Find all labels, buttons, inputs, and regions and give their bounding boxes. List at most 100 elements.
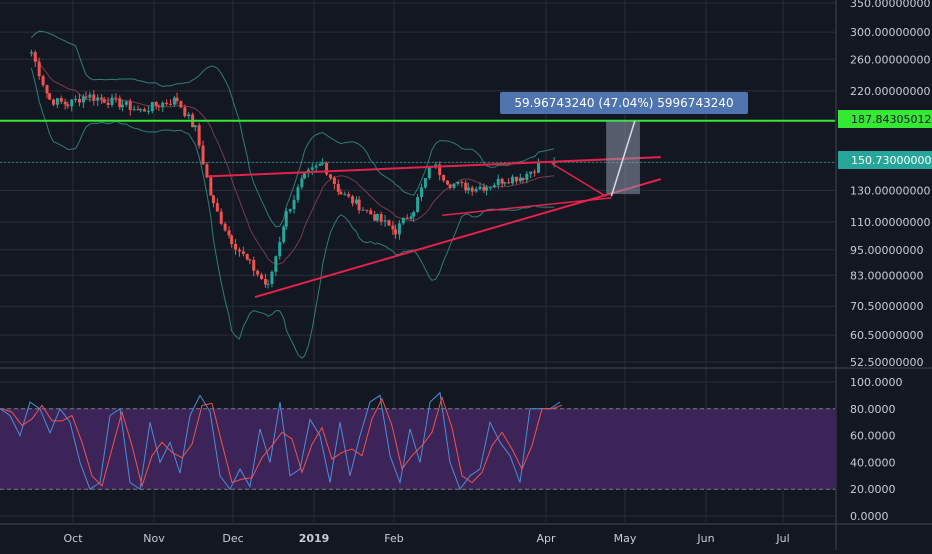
candle-body xyxy=(452,183,456,188)
price-tick-label: 60.50000000 xyxy=(850,329,923,342)
stoch-tick-label: 60.0000 xyxy=(850,430,896,443)
candle-body xyxy=(537,162,541,173)
current-price-tag xyxy=(838,151,932,169)
candle-body xyxy=(357,199,361,211)
candle-body xyxy=(84,96,88,98)
stoch-tick-label: 100.0000 xyxy=(850,376,903,389)
candle-body xyxy=(78,98,82,103)
candle-body xyxy=(70,99,74,107)
candle-body xyxy=(369,210,373,215)
candle-body xyxy=(51,99,55,105)
wedge-lower-line xyxy=(254,178,662,299)
candle-body xyxy=(321,162,325,164)
candle-body xyxy=(128,101,132,111)
candle-body xyxy=(552,162,556,164)
candle-body xyxy=(482,186,486,191)
time-tick-label: Jul xyxy=(775,532,789,545)
candle-body xyxy=(343,194,347,196)
candle-body xyxy=(237,249,241,252)
candle-body xyxy=(143,109,147,112)
candle-body xyxy=(507,182,511,184)
candle-body xyxy=(211,195,215,204)
candle-body xyxy=(256,270,260,275)
candle-body xyxy=(150,102,154,112)
price-axis: 187.84305012 150.73000000 xyxy=(838,110,932,169)
candle-body xyxy=(223,223,227,231)
candle-body xyxy=(412,212,416,217)
candle-body xyxy=(336,183,340,192)
candle-body xyxy=(175,97,179,102)
candle-body xyxy=(219,211,223,224)
projection-up-line xyxy=(610,120,636,197)
candle-body xyxy=(416,197,420,213)
candle-body xyxy=(387,220,391,226)
wedge-upper-line xyxy=(208,156,661,178)
stoch-tick-label: 20.0000 xyxy=(850,483,896,496)
stoch-tick-label: 80.0000 xyxy=(850,403,896,416)
candle-body xyxy=(383,220,387,222)
candle-body xyxy=(118,98,122,108)
candle-body xyxy=(310,167,314,170)
candle-body xyxy=(136,109,140,111)
candle-body xyxy=(503,182,507,184)
candle-body xyxy=(474,189,478,192)
stoch-k-line xyxy=(0,391,561,491)
price-tick-label: 95.00000000 xyxy=(850,244,923,257)
candle-body xyxy=(302,172,306,179)
candle-body xyxy=(230,235,234,244)
candle-body xyxy=(106,102,110,105)
price-tick-label: 220.00000000 xyxy=(850,85,930,98)
candle-body xyxy=(446,180,450,185)
price-tick-label: 83.00000000 xyxy=(850,269,923,282)
stoch-d-line xyxy=(1,395,563,488)
candle-body xyxy=(169,103,173,105)
candle-body xyxy=(45,85,49,94)
candle-body xyxy=(266,283,270,285)
measure-label-text: 59.96743240 (47.04%) 5996743240 xyxy=(514,96,733,110)
candle-body xyxy=(205,164,209,178)
candle-body xyxy=(300,178,304,188)
candle-body xyxy=(172,97,176,105)
candle-body xyxy=(92,94,96,101)
candle-body xyxy=(165,102,169,104)
candle-body xyxy=(533,171,537,173)
candle-body xyxy=(201,145,205,165)
candle-body xyxy=(41,76,45,86)
candle-body xyxy=(74,98,78,100)
candle-body xyxy=(296,187,300,200)
time-tick-label: Dec xyxy=(222,532,243,545)
stoch-tick-label: 0.0000 xyxy=(850,510,889,523)
candle-body xyxy=(347,194,351,197)
candle-body xyxy=(260,274,264,279)
candle-body xyxy=(466,187,470,191)
candle-body xyxy=(397,223,401,235)
candle-body xyxy=(274,256,278,272)
candle-body xyxy=(183,107,187,117)
price-tick-label: 110.00000000 xyxy=(850,216,930,229)
candle-body xyxy=(55,98,59,105)
candle-body xyxy=(354,199,358,204)
candle-body xyxy=(66,104,70,107)
candle-body xyxy=(114,97,118,99)
candle-body xyxy=(59,98,63,102)
time-tick-label: Apr xyxy=(536,532,556,545)
candle-body xyxy=(263,278,267,285)
current-price-tag-text: 150.73000000 xyxy=(851,154,931,167)
candle-body xyxy=(209,177,213,196)
candle-body xyxy=(227,230,231,236)
candle-body xyxy=(351,196,355,204)
candle-body xyxy=(470,187,474,192)
time-tick-label: Feb xyxy=(384,532,403,545)
candle-body xyxy=(179,101,183,108)
candle-body xyxy=(282,226,286,243)
candle-body xyxy=(278,242,282,257)
candle-body xyxy=(270,271,274,284)
stoch-tick-label: 40.0000 xyxy=(850,456,896,469)
candle-body xyxy=(456,181,460,184)
candle-body xyxy=(314,165,318,168)
candle-body xyxy=(391,225,395,230)
candle-body xyxy=(511,176,515,184)
candle-body xyxy=(63,101,67,105)
